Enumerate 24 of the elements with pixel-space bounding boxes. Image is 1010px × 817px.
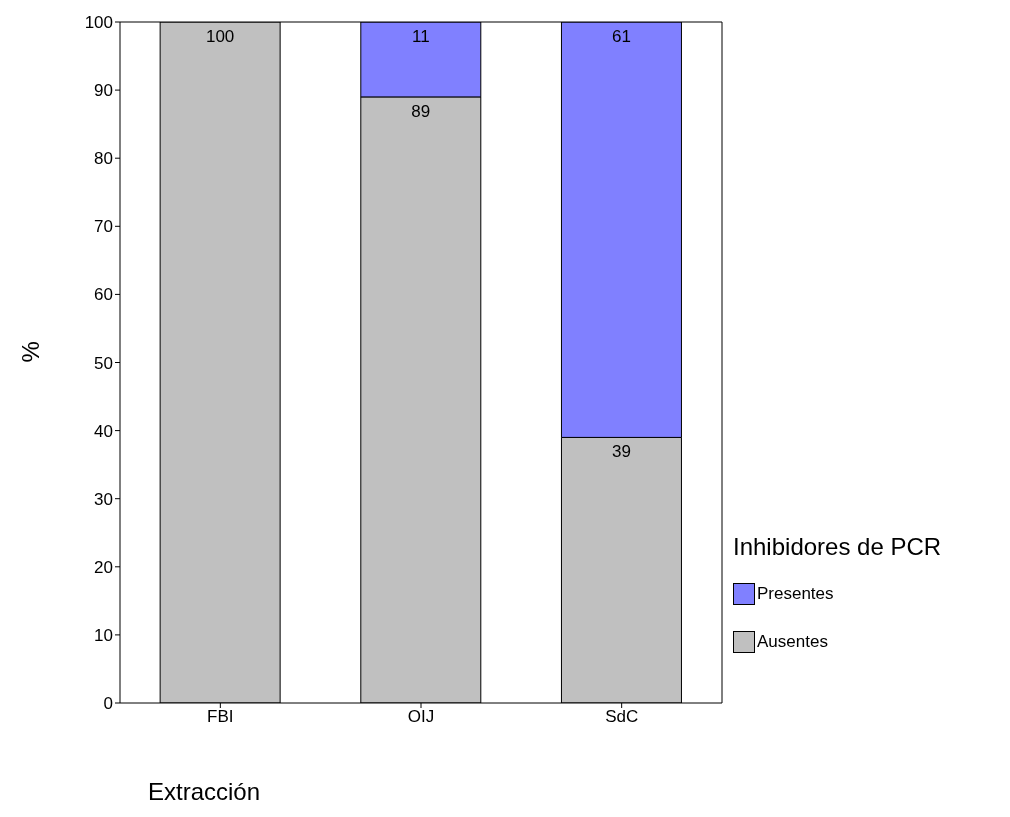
legend-title: Inhibidores de PCR [733,533,942,561]
y-axis-title: % [16,341,44,363]
data-label: 89 [411,101,431,121]
y-tick-label: 100 [84,13,113,33]
x-tick-label: FBI [207,707,234,727]
y-tick-label: 80 [94,149,113,169]
y-tick-label: 70 [94,217,113,237]
legend-label: Presentes [757,584,834,604]
y-tick-label: 30 [94,489,113,509]
data-label: 39 [612,442,631,462]
x-axis-title: Extracción [148,778,261,806]
x-tick-label: OIJ [407,707,435,727]
y-tick-label: 60 [94,285,113,305]
y-tick-label: 10 [94,625,113,645]
data-label: 61 [612,27,631,46]
y-tick-label: 20 [94,557,113,577]
data-label: 11 [411,27,430,46]
x-tick-label: SdC [605,707,639,727]
legend-label: Ausentes [757,632,828,652]
y-tick-label: 0 [103,694,113,714]
y-tick-label: 50 [94,353,113,373]
y-tick-label: 40 [94,421,113,441]
data-label: 100 [205,27,235,46]
y-tick-label: 90 [94,81,113,101]
